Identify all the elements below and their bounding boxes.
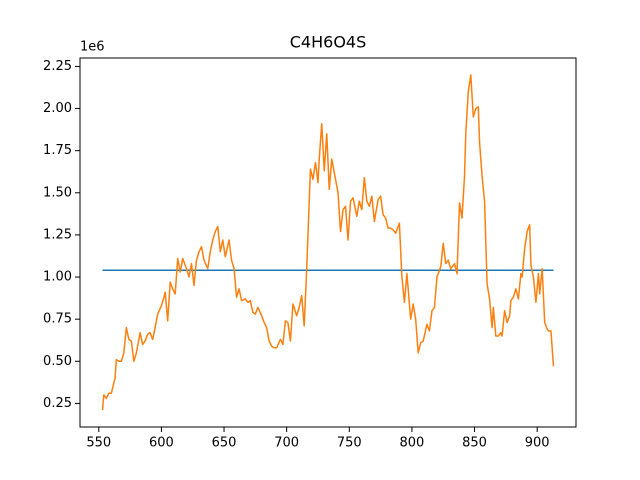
y-tick-label: 1.00: [43, 270, 72, 285]
y-tick-label: 0.25: [43, 396, 72, 411]
y-tick-label: 1.25: [43, 227, 72, 242]
x-tick-label: 550: [86, 436, 111, 451]
x-tick-label: 750: [337, 436, 362, 451]
axes-frame: [79, 57, 577, 428]
y-tick-label: 2.00: [43, 101, 72, 116]
y-tick-label: 0.50: [43, 354, 72, 369]
y-offset-label: 1e6: [80, 40, 105, 55]
y-tick-label: 2.25: [43, 59, 72, 74]
x-tick-label: 900: [525, 436, 550, 451]
y-tick-label: 1.50: [43, 185, 72, 200]
y-tick-label: 1.75: [43, 143, 72, 158]
data-line: [101, 74, 555, 411]
chart-title: C4H6O4S: [290, 33, 367, 52]
y-tick-label: 0.75: [43, 312, 72, 327]
x-tick-label: 850: [462, 436, 487, 451]
x-tick-label: 800: [400, 436, 425, 451]
x-tick-label: 600: [149, 436, 174, 451]
x-tick-label: 650: [212, 436, 237, 451]
x-tick-label: 700: [274, 436, 299, 451]
